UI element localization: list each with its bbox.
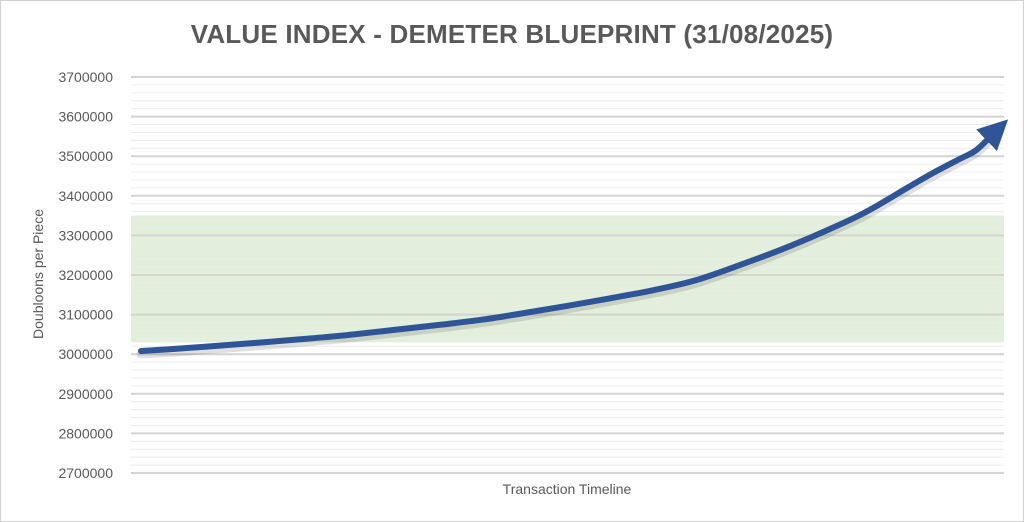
y-tick-label: 3300000	[58, 227, 113, 243]
chart-title: VALUE INDEX - DEMETER BLUEPRINT (31/08/2…	[190, 19, 834, 49]
x-axis-title: Transaction Timeline	[503, 481, 632, 497]
y-tick-label: 2700000	[58, 465, 113, 481]
y-tick-label: 3700000	[58, 69, 113, 85]
target-band	[131, 215, 1004, 343]
y-tick-label: 3600000	[58, 109, 113, 125]
y-tick-label: 3200000	[58, 267, 113, 283]
y-tick-label: 3100000	[58, 307, 113, 323]
y-tick-label: 2800000	[58, 425, 113, 441]
series-line	[138, 119, 1009, 354]
y-tick-label: 3400000	[58, 188, 113, 204]
y-tick-label: 2900000	[58, 386, 113, 402]
y-tick-label: 3000000	[58, 346, 113, 362]
y-axis-title: Doubloons per Piece	[30, 209, 46, 339]
y-tick-label: 3500000	[58, 148, 113, 164]
